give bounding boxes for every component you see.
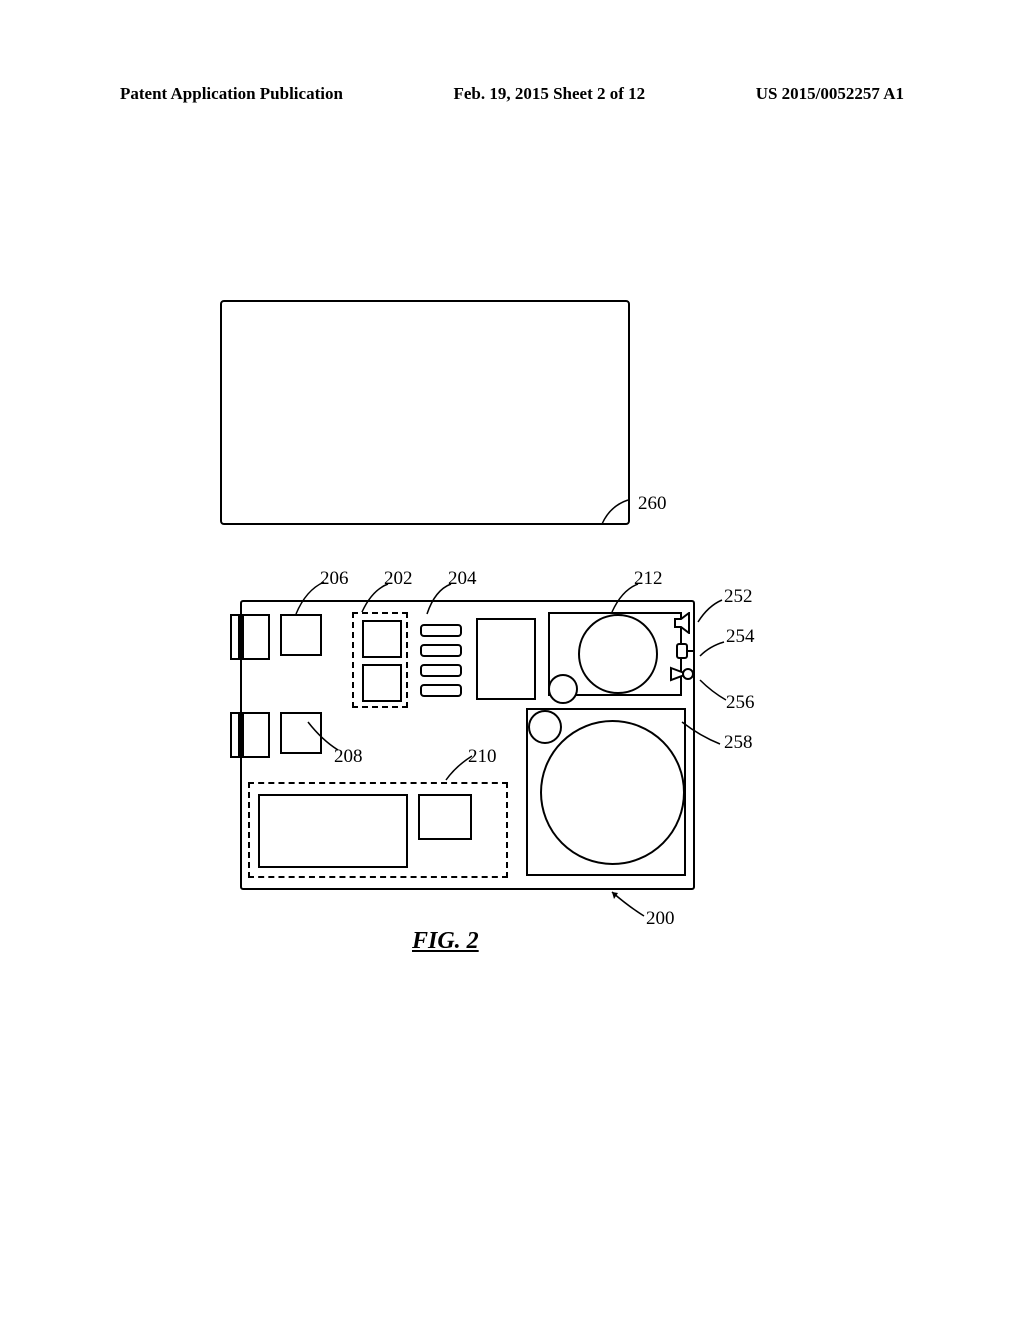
- label-252: 252: [724, 586, 753, 608]
- header-left: Patent Application Publication: [120, 84, 343, 104]
- inner-202b: [362, 664, 402, 702]
- group-210: [248, 782, 508, 878]
- slot-204b: [420, 644, 462, 657]
- label-258: 258: [724, 732, 753, 754]
- header-center: Feb. 19, 2015 Sheet 2 of 12: [453, 84, 645, 104]
- label-202: 202: [384, 568, 413, 590]
- label-208: 208: [334, 746, 363, 768]
- display-260: [220, 300, 630, 525]
- circle-258-small: [528, 710, 562, 744]
- circle-212-small: [548, 674, 578, 704]
- leader-254: [700, 642, 728, 658]
- label-206: 206: [320, 568, 349, 590]
- inner-202a: [362, 620, 402, 658]
- port-tab-bottom: [230, 712, 240, 758]
- slot-204d: [420, 684, 462, 697]
- mid-box: [476, 618, 536, 700]
- port-tab-top: [230, 614, 240, 660]
- figure-caption: FIG. 2: [412, 928, 479, 955]
- label-210: 210: [468, 746, 497, 768]
- label-256: 256: [726, 692, 755, 714]
- leader-200: [610, 890, 650, 920]
- port-slot-bottom: [242, 712, 270, 758]
- circle-258: [540, 720, 685, 865]
- slot-204a: [420, 624, 462, 637]
- square-206: [280, 614, 322, 656]
- label-212: 212: [634, 568, 663, 590]
- label-260: 260: [638, 493, 667, 515]
- label-200: 200: [646, 908, 675, 930]
- inner-210-left: [258, 794, 408, 868]
- group-202: [352, 612, 408, 708]
- label-204: 204: [448, 568, 477, 590]
- page-header: Patent Application Publication Feb. 19, …: [0, 84, 1024, 104]
- speaker-icon: [671, 612, 695, 634]
- leader-258: [682, 720, 724, 748]
- slot-204c: [420, 664, 462, 677]
- inner-210-right: [418, 794, 472, 840]
- label-254: 254: [726, 626, 755, 648]
- mic-icon: [669, 666, 695, 686]
- port-slot-top: [242, 614, 270, 660]
- plug-icon: [673, 640, 695, 662]
- circle-212: [578, 614, 658, 694]
- leader-260: [600, 496, 640, 526]
- header-right: US 2015/0052257 A1: [756, 84, 904, 104]
